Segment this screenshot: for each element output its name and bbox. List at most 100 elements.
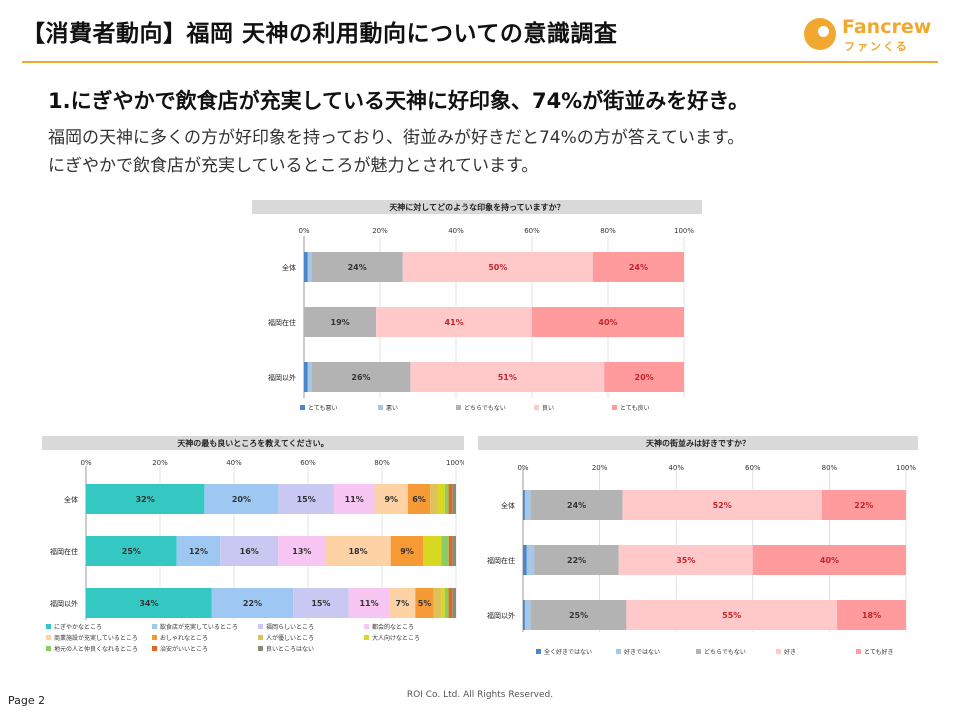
x-tick-label: 80%	[822, 464, 838, 472]
data-label: 40%	[598, 318, 617, 327]
x-tick-label: 60%	[524, 227, 540, 235]
x-tick-label: 100%	[674, 227, 694, 235]
bar-segment	[448, 536, 453, 566]
headline: 1.にぎやかで飲食店が充実している天神に好印象、74%が街並みを好き。	[48, 89, 750, 113]
data-label: 52%	[713, 501, 732, 510]
data-label: 7%	[396, 599, 410, 608]
bar-segment	[402, 252, 593, 282]
header-divider	[22, 61, 938, 63]
bar-segment	[534, 545, 619, 575]
chart-svg: 天神の街並みは好きですか？0% 20% 40% 60% 80% 100%全体 24% 52% 2…	[478, 436, 918, 662]
page-title: 【消費者動向】福岡 天神の利用動向についての意識調査	[22, 21, 618, 47]
data-label: 9%	[384, 495, 398, 504]
bar-segment	[837, 600, 906, 630]
legend-swatch	[364, 635, 369, 640]
legend-swatch	[696, 649, 701, 654]
legend-label: 良い	[542, 404, 554, 412]
data-label: 40%	[820, 556, 839, 565]
category-label: 福岡以外	[50, 599, 78, 608]
data-label: 20%	[232, 495, 251, 504]
data-label: 22%	[854, 501, 873, 510]
data-label: 16%	[240, 547, 259, 556]
x-tick-label: 20%	[592, 464, 608, 472]
bar-segment	[278, 484, 334, 514]
legend-swatch	[856, 649, 861, 654]
fancrew-logo: Fancrew ファンくる	[804, 16, 944, 56]
x-tick-label: 40%	[448, 227, 464, 235]
page-number: Page 2	[8, 694, 46, 707]
data-label: 19%	[331, 318, 350, 327]
legend-swatch	[152, 635, 157, 640]
legend-label: 良いところはない	[266, 645, 314, 653]
bar-segment	[532, 307, 684, 337]
category-label: 全体	[64, 495, 78, 504]
data-label: 13%	[292, 547, 311, 556]
bar-segment	[307, 252, 312, 282]
legend-label: とても好き	[864, 648, 894, 656]
legend-label: とても良い	[620, 404, 650, 412]
x-tick-label: 100%	[446, 459, 464, 467]
chart-svg: 天神に対してどのような印象を持っていますか？ 0% 20% 40% 60% 80% 100%…	[252, 200, 702, 412]
legend-swatch	[364, 624, 369, 629]
logo-text: Fancrew	[842, 16, 932, 38]
category-label: 福岡在住	[268, 318, 296, 327]
legend-swatch	[612, 405, 617, 410]
bar-segment	[604, 362, 684, 392]
legend-swatch	[536, 649, 541, 654]
bar-segment	[293, 588, 349, 618]
bar-segment	[626, 600, 838, 630]
bar-segment	[444, 484, 449, 514]
bar-segment	[348, 588, 390, 618]
data-label: 15%	[311, 599, 330, 608]
bar-segment	[407, 484, 431, 514]
legend-label: 好きではない	[624, 648, 660, 656]
bar-segment	[441, 588, 445, 618]
bar-segment	[452, 484, 456, 514]
data-label: 24%	[348, 263, 367, 272]
bar-segment	[176, 536, 221, 566]
bar-segment	[523, 490, 525, 520]
copyright: ROI Co. Ltd. All Rights Reserved.	[406, 690, 554, 700]
description-line-1: 福岡の天神に多くの方が好印象を持っており、街並みが好きだと74%の方が答えていま…	[48, 128, 745, 148]
legend-label: どちらでもない	[704, 648, 746, 656]
data-label: 18%	[348, 547, 367, 556]
bar-segment	[524, 600, 531, 630]
legend-swatch	[776, 649, 781, 654]
bar-segment	[618, 545, 753, 575]
data-label: 25%	[122, 547, 141, 556]
bar-segment	[390, 536, 424, 566]
data-label: 35%	[676, 556, 695, 565]
bar-segment	[437, 484, 445, 514]
category-label: 福岡以外	[268, 373, 296, 382]
legend-label: 人が優しいところ	[266, 634, 314, 642]
category-label: 福岡在住	[50, 547, 78, 556]
bar-segment	[821, 490, 906, 520]
bar-segment	[311, 252, 403, 282]
legend-swatch	[456, 405, 461, 410]
legend-swatch	[258, 646, 263, 651]
bar-segment	[278, 536, 326, 566]
bar-segment	[304, 362, 308, 392]
x-tick-label: 20%	[372, 227, 388, 235]
x-tick-label: 100%	[896, 464, 916, 472]
x-tick-label: 40%	[668, 464, 684, 472]
data-label: 32%	[136, 495, 155, 504]
data-label: 22%	[567, 556, 586, 565]
data-label: 12%	[189, 547, 208, 556]
bar-segment	[86, 588, 212, 618]
data-label: 11%	[345, 495, 364, 504]
data-label: 5%	[418, 599, 432, 608]
bar-segment	[307, 362, 312, 392]
legend-label: 治安がいいところ	[160, 645, 208, 653]
data-label: 50%	[488, 263, 507, 272]
bar-segment	[86, 484, 205, 514]
impression-chart: 天神に対してどのような印象を持っていますか？ 0% 20% 40% 60% 80% 100%…	[252, 200, 702, 414]
bar-segment	[448, 588, 453, 618]
bar-segment	[374, 484, 408, 514]
best-point-chart: 天神の最も良いところを教えてください。 0% 20% 40% 60% 80% 100% 全体 3…	[42, 436, 464, 662]
chart-title-band	[478, 436, 918, 450]
legend-swatch	[378, 405, 383, 410]
chart-title: 天神の最も良いところを教えてください。	[177, 438, 328, 448]
x-tick-label: 60%	[300, 459, 316, 467]
bar-segment	[304, 307, 377, 337]
